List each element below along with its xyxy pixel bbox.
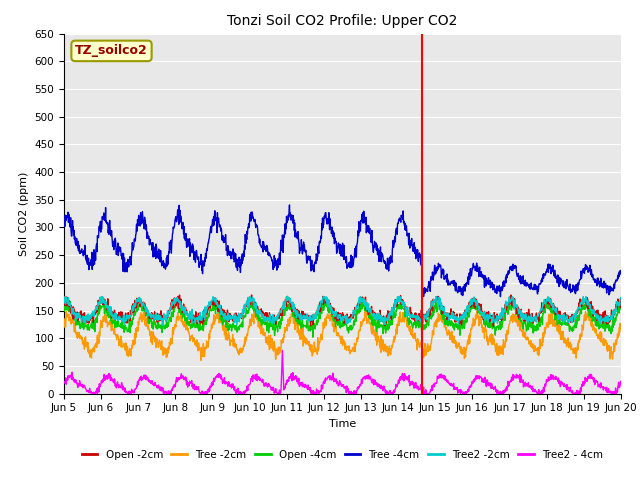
- Text: TZ_soilco2: TZ_soilco2: [75, 44, 148, 58]
- Title: Tonzi Soil CO2 Profile: Upper CO2: Tonzi Soil CO2 Profile: Upper CO2: [227, 14, 458, 28]
- Legend: Open -2cm, Tree -2cm, Open -4cm, Tree -4cm, Tree2 -2cm, Tree2 - 4cm: Open -2cm, Tree -2cm, Open -4cm, Tree -4…: [77, 445, 607, 464]
- X-axis label: Time: Time: [329, 419, 356, 429]
- Y-axis label: Soil CO2 (ppm): Soil CO2 (ppm): [19, 171, 29, 256]
